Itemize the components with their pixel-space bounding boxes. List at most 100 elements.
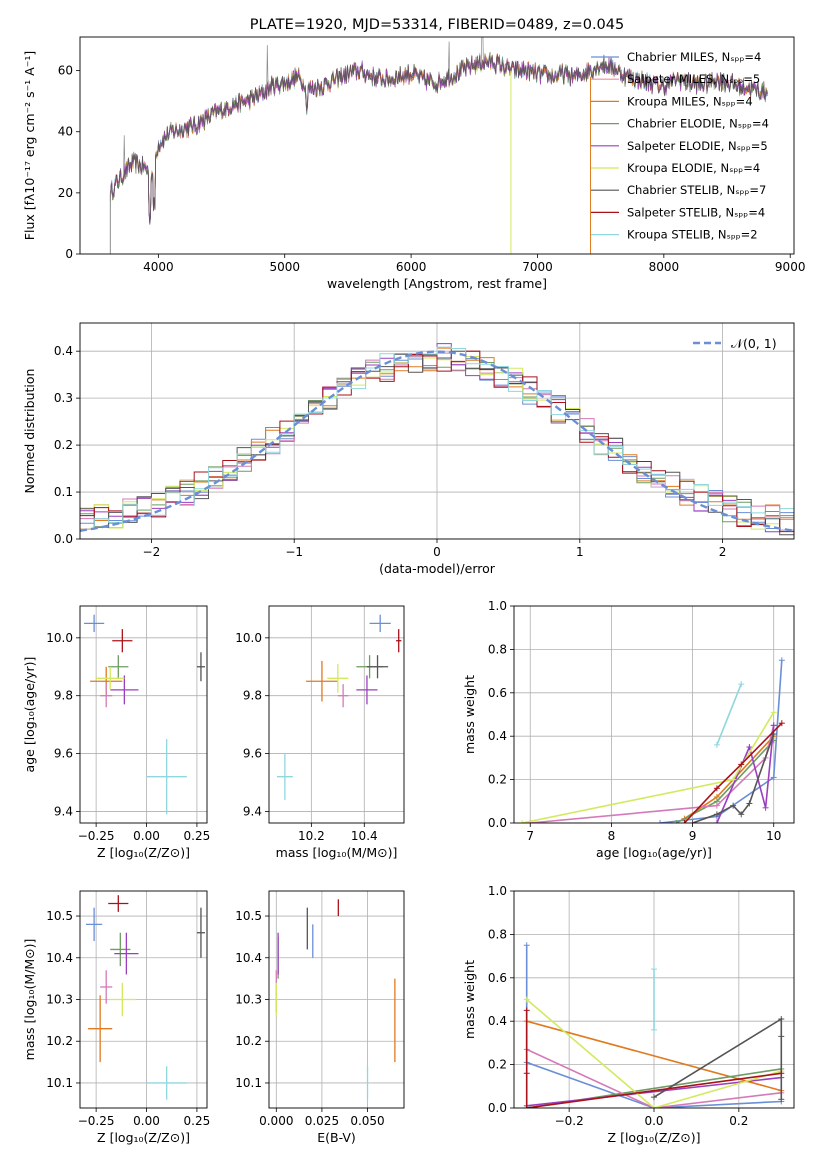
y-tick-label: 0.4 [54,344,73,358]
panel-residuals: −2 −1 0 1 2 0.0 0.1 0.2 0.3 0.4 (data-model)/error… [22,322,795,576]
histogram-step [80,350,794,536]
y-tick-label: 0.0 [488,1101,507,1115]
y-tick-label: 0.8 [488,927,507,941]
y-tick-label: 10.1 [46,1076,73,1090]
weight-line [525,1010,782,1108]
y-tick-label: 0.6 [488,971,507,985]
x-tick-label: 0.00 [133,829,160,843]
weight-line [521,711,775,823]
y-tick-label: 0.2 [488,773,507,787]
y-tick-label: 10.4 [46,951,73,965]
plot-area [514,891,794,1108]
y-tick-label: 60 [58,64,73,78]
histogram-step [80,346,794,530]
weight-line [653,1017,783,1100]
legend-label: Kroupa STELIB, Nₛₚₚ=2 [627,228,758,242]
y-tick-label: 0.8 [488,642,507,656]
legend-label: Kroupa MILES, Nₛₚₚ=4 [627,94,753,108]
y-tick-label: 0 [65,247,73,261]
y-tick-label: 0.0 [488,816,507,830]
x-tick-label: 0.25 [184,829,211,843]
legend-label: Salpeter MILES, Nₛₚₚ=5 [627,72,760,86]
plot-area [269,891,404,1108]
x-tick-label: −2 [143,545,161,559]
legend-label: 𝒩(0, 1) [731,336,777,351]
x-axis-label: Z [log₁₀(Z/Z⊙)] [97,1130,190,1145]
panel-spectrum: 4000 5000 6000 7000 8000 9000 0 20 40 60 wavelengt… [22,17,805,291]
x-tick-label: 6000 [396,260,427,274]
x-tick-label: 10 [766,829,781,843]
plot-area [269,606,404,823]
axes-frame [268,890,405,1109]
y-axis-label: mass [log₁₀(M/M⊙)] [22,939,37,1061]
x-axis-label: Z [log₁₀(Z/Z⊙)] [608,1130,701,1145]
x-axis-label: E(B-V) [317,1130,356,1145]
x-tick-label: 7 [526,829,534,843]
plot-area [514,606,794,823]
axes-frame [513,605,795,824]
y-tick-label: 0.0 [54,532,73,546]
x-tick-label: 0.2 [729,1114,748,1128]
x-tick-label: −0.25 [78,829,115,843]
x-tick-label: 0.25 [184,1114,211,1128]
x-tick-label: 0.050 [350,1114,384,1128]
axes-frame [79,890,208,1109]
legend-label: Chabrier ELODIE, Nₛₚₚ=4 [627,117,769,131]
y-tick-label: 0.1 [54,485,73,499]
y-tick-label: 1.0 [488,884,507,898]
y-axis-label: mass weight [462,675,477,754]
x-tick-label: 7000 [522,260,553,274]
x-tick-label: 0.00 [133,1114,160,1128]
legend-label: Salpeter STELIB, Nₛₚₚ=4 [627,205,765,219]
x-tick-label: −0.25 [78,1114,115,1128]
weight-line [716,683,742,746]
x-tick-label: 4000 [143,260,174,274]
y-tick-label: 9.6 [54,747,73,761]
x-tick-label: 0 [433,545,441,559]
y-tick-label: 9.4 [54,804,73,818]
x-tick-label: 9000 [775,260,806,274]
y-axis-label: age [log₁₀(age/yr)] [22,657,37,773]
x-tick-label: −0.2 [555,1114,584,1128]
axes-frame [79,605,208,824]
x-tick-label: 0.025 [305,1114,339,1128]
x-tick-label: 5000 [269,260,300,274]
y-tick-label: 10.3 [235,993,262,1007]
y-tick-label: 10.3 [46,993,73,1007]
y-tick-label: 10.1 [235,1076,262,1090]
panel-mass_vs_ebv: 0.000 0.025 0.050 10.1 10.2 10.3 10.4 10.5 E(B-V… [235,890,405,1145]
x-tick-label: 2 [719,545,727,559]
y-tick-label: 0.3 [54,391,73,405]
y-axis-label: Normed distribution [22,369,37,494]
y-tick-label: 1.0 [488,599,507,613]
normal-curve [80,350,794,532]
x-axis-label: wavelength [Angstrom, rest frame] [327,276,547,291]
y-tick-label: 9.4 [243,804,262,818]
weight-line [525,945,782,1108]
weight-line [692,733,775,823]
x-tick-label: −1 [285,545,303,559]
panel-weight_vs_Z: −0.2 0.0 0.2 0.0 0.2 0.4 0.6 0.8 1.0 Z [log₁₀(Z/Z… [462,884,795,1145]
x-axis-label: (data-model)/error [379,561,496,576]
legend-label: Salpeter ELODIE, Nₛₚₚ=5 [627,139,768,153]
plot-area [80,606,207,823]
axes-frame [79,322,795,540]
y-tick-label: 0.2 [488,1058,507,1072]
legend-label: Chabrier STELIB, Nₛₚₚ=7 [627,183,766,197]
legend-label: Kroupa ELODIE, Nₛₚₚ=4 [627,161,760,175]
weight-line [526,1076,782,1107]
x-tick-label: 0.000 [259,1114,293,1128]
x-axis-label: Z [log₁₀(Z/Z⊙)] [97,845,190,860]
y-tick-label: 10.0 [235,631,262,645]
y-tick-label: 9.8 [54,689,73,703]
y-tick-label: 9.6 [243,747,262,761]
axes-frame [79,36,795,255]
y-tick-label: 10.4 [235,951,262,965]
y-tick-label: 9.8 [243,689,262,703]
y-tick-label: 0.6 [488,686,507,700]
y-tick-label: 10.5 [235,909,262,923]
x-axis-label: mass [log₁₀(M/M⊙)] [276,845,398,860]
weight-line [526,1048,782,1108]
y-tick-label: 20 [58,186,73,200]
